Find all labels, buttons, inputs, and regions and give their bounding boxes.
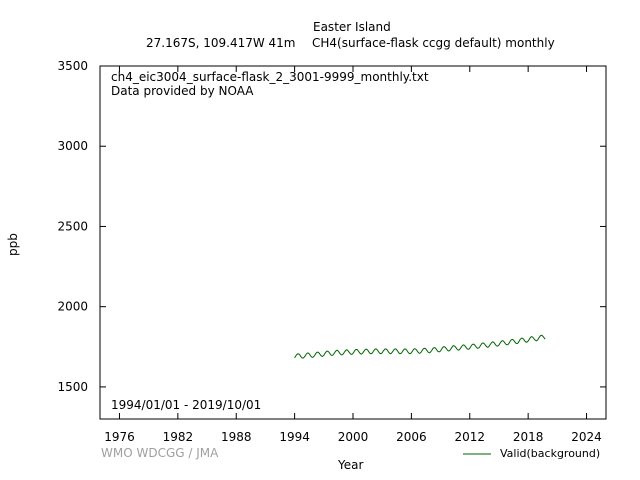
x-tick-label: 1988 [221, 430, 252, 444]
legend-label: Valid(background) [500, 447, 601, 460]
plot-frame [99, 65, 607, 420]
y-tick-label: 2000 [57, 300, 88, 314]
x-tick-label: 2018 [513, 430, 544, 444]
station-location: 27.167S, 109.417W 41m [146, 36, 296, 50]
x-tick-label: 1982 [163, 430, 194, 444]
x-tick-label: 2000 [338, 430, 369, 444]
period-label: 1994/01/01 - 2019/10/01 [111, 398, 262, 412]
filename-label: ch4_eic3004_surface-flask_2_3001-9999_mo… [111, 70, 429, 84]
credit-label: WMO WDCGG / JMA [101, 446, 219, 460]
station-title: Easter Island [313, 20, 391, 34]
y-tick-label: 3500 [57, 59, 88, 73]
x-tick-label: 1994 [279, 430, 310, 444]
provider-label: Data provided by NOAA [111, 84, 254, 98]
x-tick-label: 1976 [104, 430, 135, 444]
x-tick-label: 2006 [396, 430, 427, 444]
x-axis: 1976 1982 1988 1994 2000 2006 2012 2018 2024 [104, 66, 602, 444]
x-tick-label: 2024 [571, 430, 602, 444]
x-axis-title: Year [338, 458, 364, 472]
y-tick-label: 1500 [57, 380, 88, 394]
y-tick-label: 2500 [57, 219, 88, 233]
series-layer [294, 334, 546, 359]
dataset-title: CH4(surface-flask ccgg default) monthly [312, 36, 555, 50]
x-tick-label: 2012 [454, 430, 485, 444]
y-tick-label: 3000 [57, 139, 88, 153]
series-line [294, 334, 546, 359]
y-axis: 1500 2000 2500 3000 3500 [57, 59, 606, 394]
y-axis-title: ppb [6, 233, 20, 256]
